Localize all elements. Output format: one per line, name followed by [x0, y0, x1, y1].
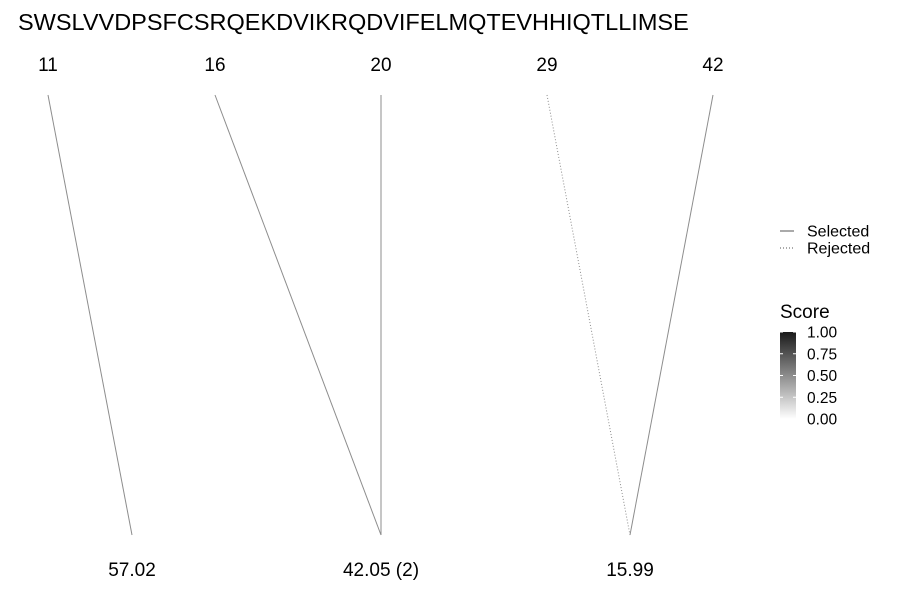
rejected-connection-line: [546, 94, 631, 536]
connection-lines: [47, 94, 714, 536]
top-position-label: 42: [702, 55, 723, 76]
top-position-label: 16: [204, 55, 225, 76]
score-tick-label: 0.75: [807, 346, 837, 363]
bottom-score-label: 15.99: [606, 560, 654, 581]
top-position-label: 20: [370, 55, 391, 76]
selected-connection-line: [47, 94, 133, 536]
top-position-label: 11: [38, 55, 58, 76]
score-tick-label: 1.00: [807, 325, 838, 342]
score-legend-title: Score: [780, 302, 830, 323]
score-tick-label: 0.00: [807, 412, 838, 429]
bottom-score-label: 57.02: [108, 560, 156, 581]
score-tick-label: 0.50: [807, 368, 838, 385]
score-ticks: 1.00 0.75 0.50 0.25 0.00: [780, 325, 838, 429]
linetype-legend: Selected Rejected: [780, 224, 870, 258]
bottom-score-label: 42.05 (2): [343, 560, 419, 581]
score-legend: Score 1.00 0.75 0.50 0.25 0.00: [780, 302, 838, 429]
top-position-label: 29: [536, 55, 557, 76]
bottom-score-labels: 57.02 42.05 (2) 15.99: [108, 560, 654, 581]
selected-connection-line: [629, 94, 714, 536]
legend-selected-label: Selected: [807, 224, 869, 241]
selected-connection-line: [214, 94, 382, 536]
top-position-labels: 11 16 20 29 42: [38, 55, 723, 76]
score-tick-label: 0.25: [807, 390, 837, 407]
chart-title: SWSLVVDPSFCSRQEKDVIKRQDVIFELMQTEVHHIQTLL…: [18, 9, 689, 35]
score-colorbar: [780, 332, 796, 419]
legend-rejected-label: Rejected: [807, 241, 870, 258]
